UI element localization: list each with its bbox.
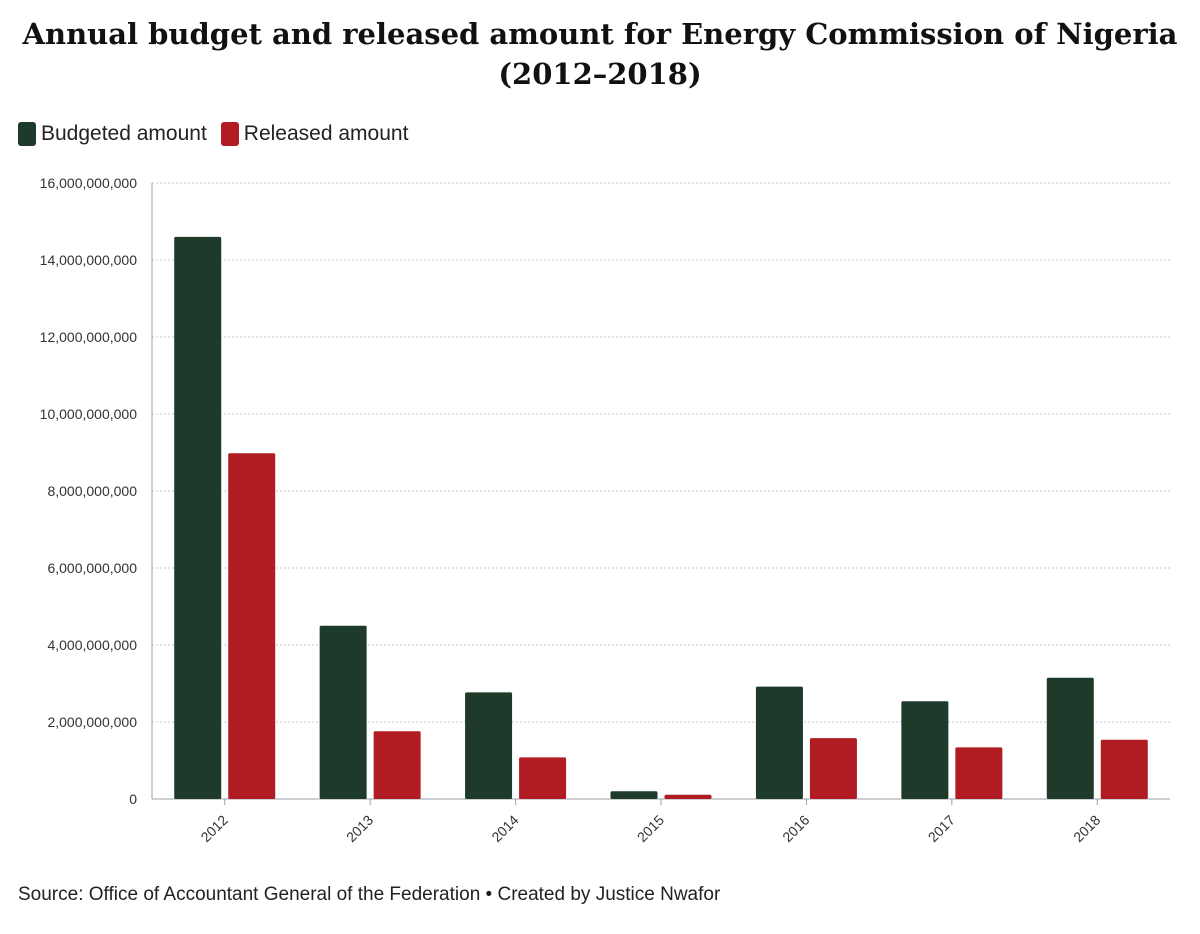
source-note: Source: Office of Accountant General of … [18,884,721,905]
legend-label-released: Released amount [243,122,409,145]
legend-label-budgeted: Budgeted amount [41,122,207,145]
x-tick-label: 2017 [925,812,958,845]
bar-released-2018 [1100,739,1148,799]
bar-budgeted-2013 [319,625,367,799]
bar-budgeted-2016 [755,686,803,799]
bar-released-2014 [519,757,567,799]
y-tick-label: 0 [129,791,137,807]
chart-title: Annual budget and released amount for En… [0,14,1200,94]
grid-lines [151,182,1170,800]
chart-legend: Budgeted amount Released amount [18,122,422,146]
legend-swatch-released [220,122,239,146]
chart-title-line-2: (2012–2018) [498,57,702,91]
legend-item-released: Released amount [220,122,409,146]
x-axis-ticks: 2012 2013 2014 2015 2016 2017 2018 [197,799,1104,845]
y-tick-label: 14,000,000,000 [40,252,138,268]
y-tick-label: 6,000,000,000 [47,560,137,576]
legend-swatch-budgeted [18,122,36,146]
y-tick-label: 10,000,000,000 [40,406,138,422]
y-tick-label: 16,000,000,000 [40,175,138,191]
bar-budgeted-2017 [901,701,949,799]
x-tick-label: 2012 [197,812,230,845]
bar-released-2012 [228,453,276,799]
x-tick-label: 2015 [634,812,667,845]
y-tick-label: 4,000,000,000 [47,637,137,653]
bar-released-2013 [373,731,421,799]
bar-budgeted-2018 [1046,677,1094,799]
bar-budgeted-2014 [465,692,513,799]
y-tick-label: 12,000,000,000 [40,329,138,345]
bar-released-2015 [664,794,712,799]
y-axis-ticks: 0 2,000,000,000 4,000,000,000 6,000,000,000… [40,175,138,807]
bars [174,236,1148,799]
bar-released-2016 [809,738,857,799]
chart-title-line-1: Annual budget and released amount for En… [22,17,1178,51]
y-tick-label: 8,000,000,000 [47,483,137,499]
x-tick-label: 2018 [1070,812,1103,845]
bar-budgeted-2015 [610,791,658,799]
x-tick-label: 2016 [779,812,812,845]
y-tick-label: 2,000,000,000 [47,714,137,730]
bar-released-2017 [955,747,1003,799]
legend-item-budgeted: Budgeted amount [18,122,207,146]
x-tick-label: 2013 [343,812,376,845]
bar-budgeted-2012 [174,236,222,799]
x-tick-label: 2014 [488,812,521,845]
